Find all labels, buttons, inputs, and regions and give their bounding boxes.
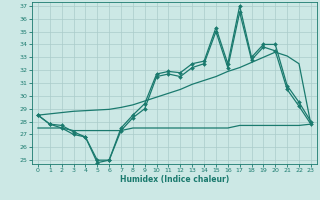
X-axis label: Humidex (Indice chaleur): Humidex (Indice chaleur) [120,175,229,184]
